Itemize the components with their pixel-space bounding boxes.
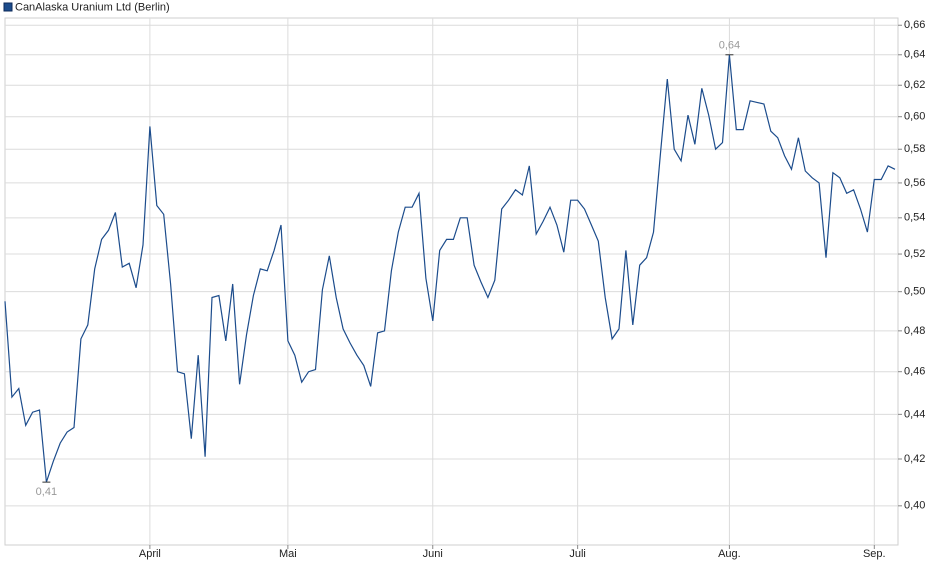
x-tick-label: Aug. [718,548,741,560]
value-label: 0,41 [36,486,57,498]
y-tick-label: 0,62 [904,79,925,91]
x-tick-label: Juni [423,548,443,560]
y-tick-label: 0,60 [904,111,925,123]
x-tick-label: April [139,548,161,560]
y-tick-label: 0,58 [904,143,925,155]
y-tick-label: 0,52 [904,248,925,260]
plot-frame [4,17,899,546]
value-label: 0,64 [719,40,740,52]
y-tick-label: 0,66 [904,19,925,31]
y-tick-label: 0,56 [904,177,925,189]
y-tick-label: 0,42 [904,453,925,465]
legend-label: CanAlaska Uranium Ltd (Berlin) [15,1,170,13]
y-tick-label: 0,54 [904,212,925,224]
x-tick-label: Sep. [863,548,886,560]
x-tick-label: Mai [279,548,297,560]
y-tick-label: 0,44 [904,408,925,420]
legend-swatch [3,2,13,12]
y-tick-label: 0,64 [904,49,925,61]
price-line [4,54,896,483]
y-tick-label: 0,46 [904,366,925,378]
x-tick-label: Juli [569,548,586,560]
y-tick-label: 0,48 [904,325,925,337]
y-tick-label: 0,40 [904,500,925,512]
y-tick-label: 0,50 [904,286,925,298]
